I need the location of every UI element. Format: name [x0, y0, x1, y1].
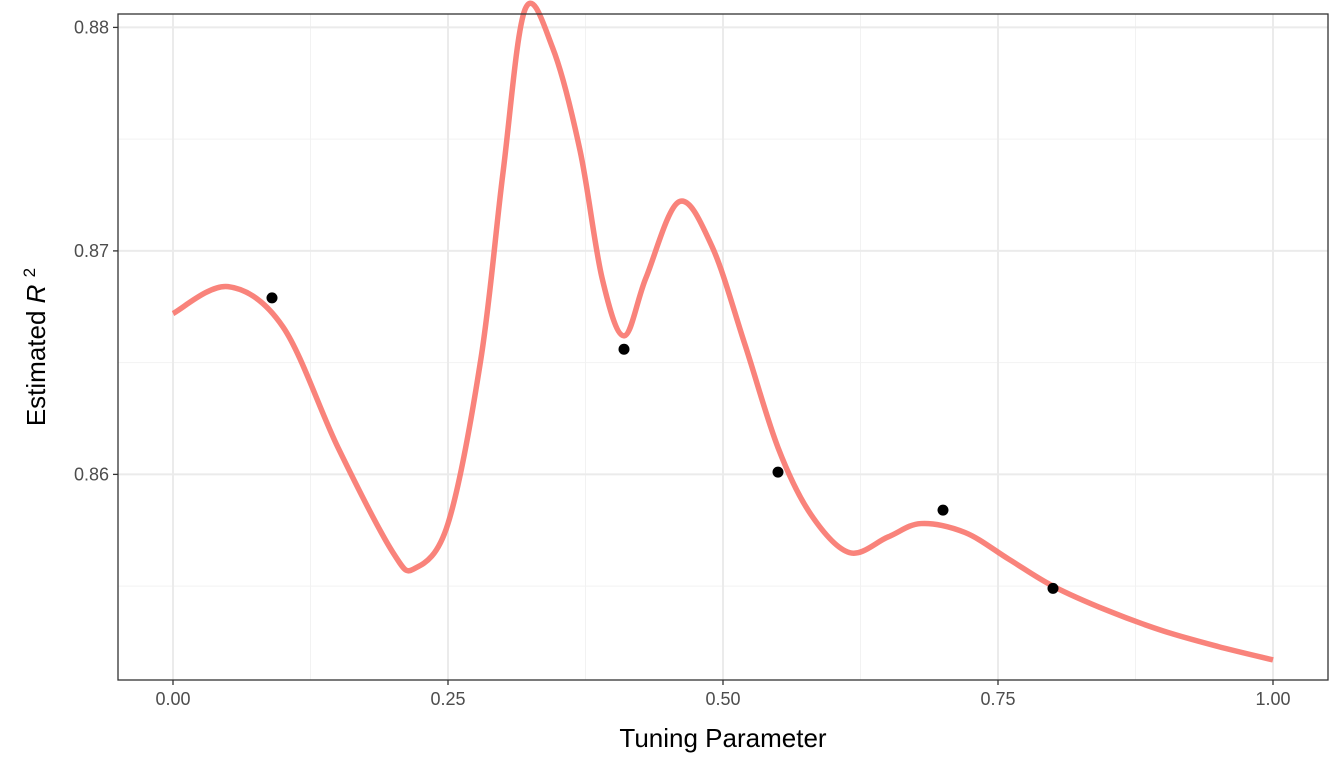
- data-point: [1047, 582, 1059, 594]
- x-tick-label: 0.50: [705, 689, 740, 709]
- y-tick-label: 0.88: [74, 17, 109, 37]
- y-tick-label: 0.87: [74, 241, 109, 261]
- x-axis-ticks: 0.00 0.25 0.50 0.75 1.00: [155, 680, 1291, 709]
- y-axis-title: Estimated R 2: [20, 268, 51, 426]
- data-point: [266, 292, 278, 304]
- y-axis-ticks: 0.86 0.87 0.88: [74, 17, 118, 484]
- y-axis-title-symbol: R: [21, 285, 51, 304]
- x-axis-title: Tuning Parameter: [619, 723, 826, 753]
- fitted-curve: [171, 0, 1274, 663]
- major-gridlines: [118, 14, 1328, 680]
- y-axis-title-superscript: 2: [20, 268, 39, 277]
- x-tick-label: 1.00: [1255, 689, 1290, 709]
- y-axis-title-prefix: Estimated: [21, 303, 51, 426]
- x-tick-label: 0.00: [155, 689, 190, 709]
- x-tick-label: 0.25: [430, 689, 465, 709]
- data-point: [618, 343, 630, 355]
- x-tick-label: 0.75: [980, 689, 1015, 709]
- data-point: [937, 504, 949, 516]
- y-tick-label: 0.86: [74, 464, 109, 484]
- data-point: [772, 466, 784, 478]
- series-layer: [171, 0, 1274, 663]
